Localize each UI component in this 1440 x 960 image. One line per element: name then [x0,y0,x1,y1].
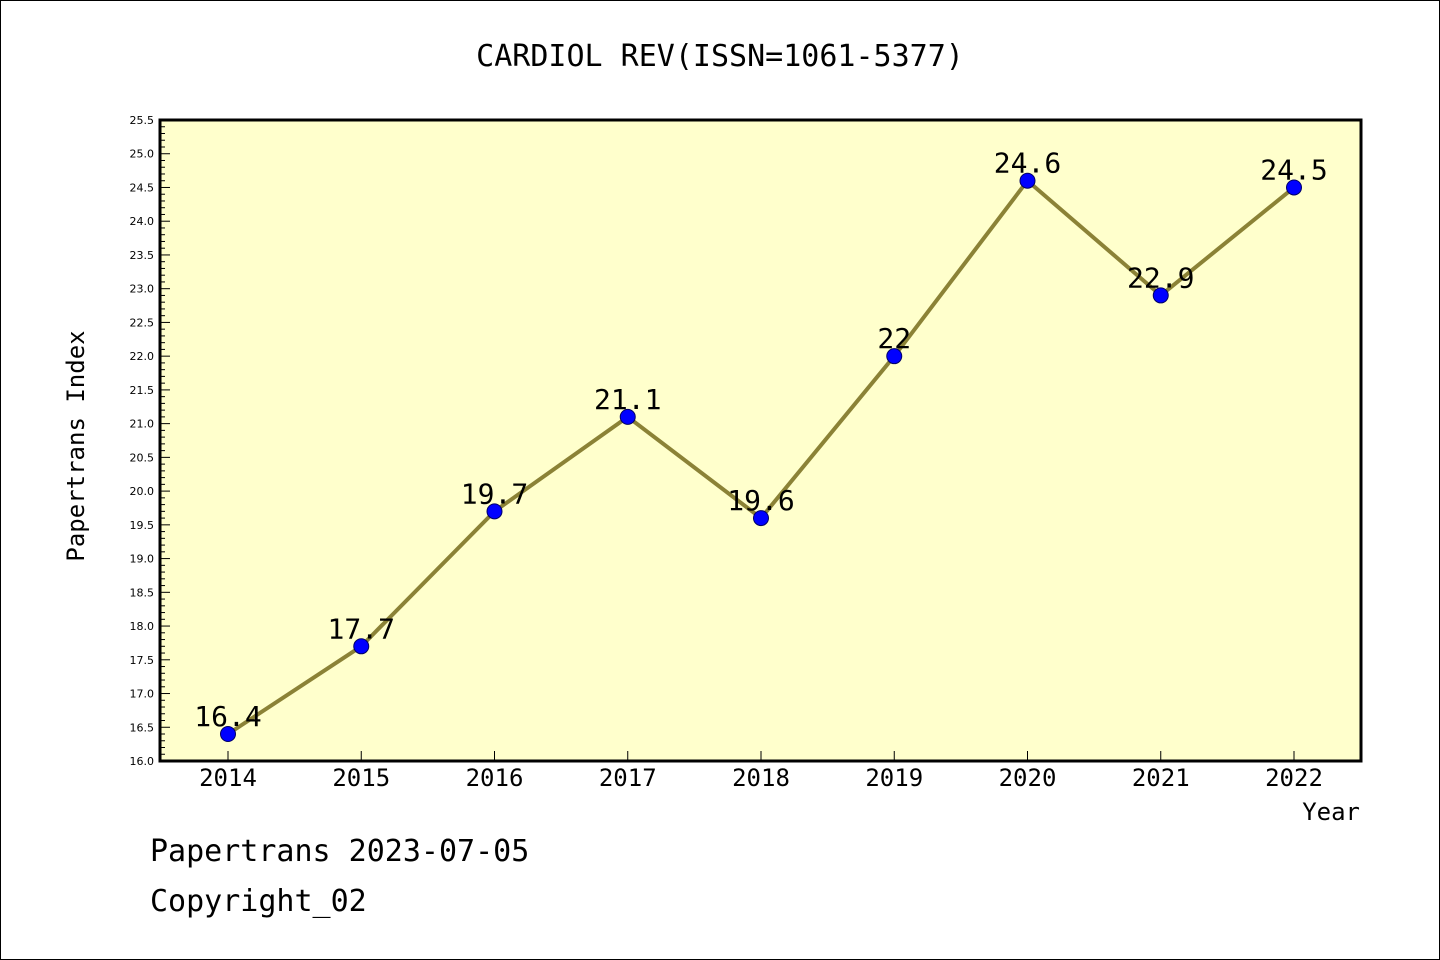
y-tick-label: 23.5 [130,249,155,262]
chart-title: CARDIOL REV(ISSN=1061-5377) [476,39,964,74]
data-point [1152,287,1169,304]
data-point [886,348,903,365]
y-tick-label: 25.5 [130,114,155,127]
plot-border [158,118,1363,763]
y-tick-label: 17.5 [130,654,155,667]
x-tick-label: 2016 [466,764,524,792]
y-tick-label: 22.5 [130,316,155,329]
y-tick-label: 22.0 [130,350,155,363]
y-tick-label: 16.0 [130,755,155,768]
x-tick-label: 2020 [999,764,1057,792]
x-tick-label: 2018 [732,764,790,792]
data-labels: 16.4 17.7 19.7 21.1 19.6 22 24.6 22.9 24.5 [194,147,1327,733]
footer-copyright: Copyright_02 [150,884,367,919]
y-tick-label: 19.5 [130,519,155,532]
y-tick-label: 16.5 [130,721,155,734]
x-tick-label: 2015 [332,764,390,792]
y-tick-label: 24.0 [130,215,155,228]
data-label: 17.7 [328,612,395,645]
data-point [353,638,370,655]
data-label: 16.4 [194,700,261,733]
y-tick-label: 18.0 [130,620,155,633]
y-tick-label: 25.0 [130,148,155,161]
x-tick-label: 2014 [199,764,257,792]
y-tick-label: 17.0 [130,688,155,701]
y-tick-label: 19.0 [130,553,155,566]
data-point [486,503,503,520]
data-label: 19.6 [727,484,794,517]
y-tick-label: 23.0 [130,283,155,296]
x-tick-label: 2017 [599,764,657,792]
y-tick-label: 20.0 [130,485,155,498]
data-point [619,408,636,425]
series-markers [220,172,1302,743]
data-label: 24.6 [994,147,1061,180]
y-tick-label: 21.0 [130,418,155,431]
data-point [220,726,236,743]
y-axis: 16.0 16.5 17.0 17.5 18.0 18.5 19.0 19.5 20.0 20.5… [130,114,170,768]
footer-date: Papertrans 2023-07-05 [150,834,530,869]
y-tick-label: 20.5 [130,451,155,464]
data-label: 19.7 [461,477,528,510]
data-label: 21.1 [594,383,661,416]
x-tick-label: 2019 [865,764,923,792]
x-tick-label: 2021 [1132,764,1190,792]
plot-area [160,120,1361,761]
x-tick-label: 2022 [1265,764,1323,792]
y-tick-label: 18.5 [130,586,155,599]
data-label: 24.5 [1260,153,1327,186]
x-axis-label: Year [1302,798,1360,826]
y-tick-label: 21.5 [130,384,155,397]
data-label: 22.9 [1127,261,1194,294]
data-point [1019,172,1036,189]
data-label: 22 [877,322,911,355]
y-tick-label: 24.5 [130,181,155,194]
y-axis-label: Papertrans Index [62,330,90,561]
data-point [1286,179,1302,196]
data-point [753,510,769,527]
x-axis: 2014 2015 2016 2017 2018 2019 2020 2021 2022 [199,751,1323,792]
